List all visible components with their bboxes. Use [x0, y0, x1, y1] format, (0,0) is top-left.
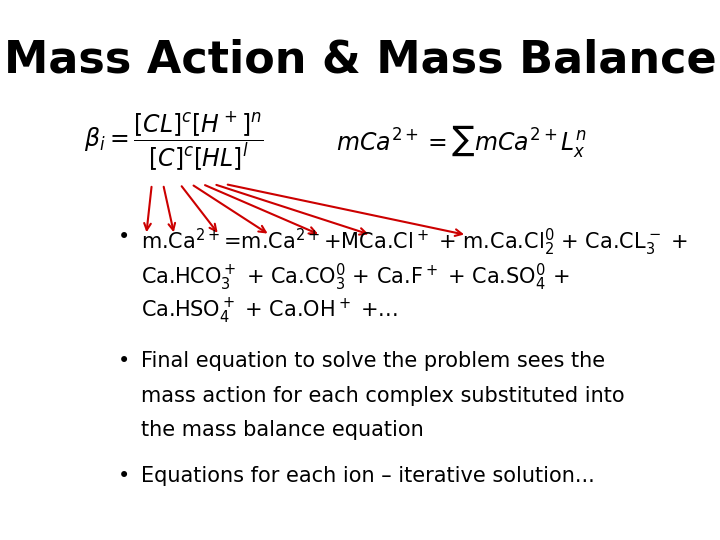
- Text: Final equation to solve the problem sees the: Final equation to solve the problem sees…: [140, 350, 605, 370]
- Text: Ca.HCO$_3^+$ + Ca.CO$_3^0$ + Ca.F$^+$ + Ca.SO$_4^0$ +: Ca.HCO$_3^+$ + Ca.CO$_3^0$ + Ca.F$^+$ + …: [140, 262, 569, 293]
- Text: •: •: [118, 227, 130, 247]
- Text: Ca.HSO$_4^+$ + Ca.OH$^+$ +...: Ca.HSO$_4^+$ + Ca.OH$^+$ +...: [140, 297, 397, 326]
- Text: •: •: [118, 466, 130, 486]
- Text: •: •: [118, 350, 130, 370]
- Text: mass action for each complex substituted into: mass action for each complex substituted…: [140, 386, 624, 406]
- Text: m.Ca$^{2+}$=m.Ca$^{2+}$+MCa.Cl$^+$ + m.Ca.Cl$_2^{0}$ + Ca.CL$_3^-$ +: m.Ca$^{2+}$=m.Ca$^{2+}$+MCa.Cl$^+$ + m.C…: [140, 227, 688, 258]
- Text: Mass Action & Mass Balance: Mass Action & Mass Balance: [4, 39, 716, 82]
- Text: $mCa^{2+} = \sum mCa^{2+}L_x^n$: $mCa^{2+} = \sum mCa^{2+}L_x^n$: [336, 123, 587, 159]
- Text: Equations for each ion – iterative solution...: Equations for each ion – iterative solut…: [140, 466, 594, 486]
- Text: $\beta_i = \dfrac{[CL]^c[H^+]^n}{[C]^c[HL]^l}$: $\beta_i = \dfrac{[CL]^c[H^+]^n}{[C]^c[H…: [84, 110, 264, 173]
- Text: the mass balance equation: the mass balance equation: [140, 421, 423, 441]
